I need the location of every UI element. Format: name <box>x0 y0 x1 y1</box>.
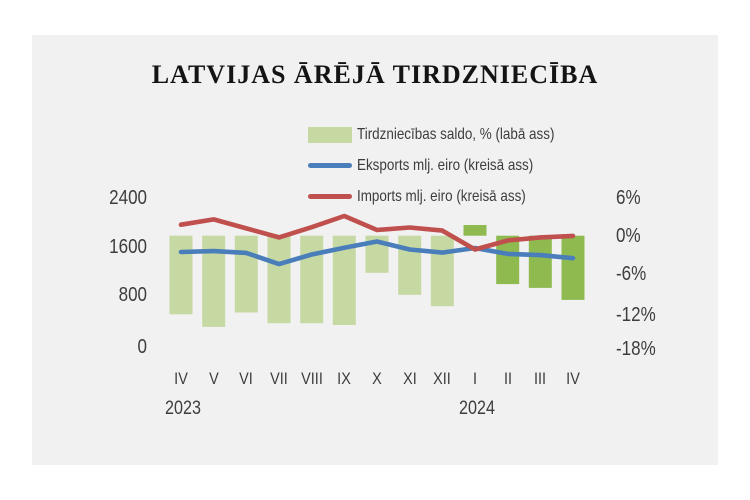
x-axis-month-label: VIII <box>300 369 323 388</box>
saldo-bar-I-2024 <box>463 225 487 236</box>
saldo-bar-VII-2023 <box>267 235 291 324</box>
saldo-bar-V-2023 <box>202 235 226 327</box>
legend-label-saldo: Tirdzniecības saldo, % (labā ass) <box>357 125 555 143</box>
left-axis-tick-0: 0 <box>137 336 147 358</box>
saldo-bar-VIII-2023 <box>300 235 324 324</box>
x-axis-month-label: XII <box>433 369 452 388</box>
saldo-bar-II-2024 <box>496 235 520 285</box>
year-label-2024: 2024 <box>459 398 495 419</box>
right-axis-tick-m12: -12% <box>616 304 656 326</box>
imports-line <box>178 213 576 252</box>
legend-line-swatch-imports-icon <box>308 194 352 199</box>
x-axis-month-label: II <box>503 369 512 388</box>
legend-label-imports: Imports mlj. eiro (kreisā ass) <box>357 187 526 205</box>
x-axis-month-label: VII <box>270 369 288 388</box>
x-axis-month-label: V <box>208 369 219 388</box>
eksports-line <box>178 239 576 267</box>
chart-legend: Tirdzniecības saldo, % (labā ass) Ekspor… <box>308 119 592 212</box>
legend-bar-swatch-icon <box>308 126 352 143</box>
x-axis-month-label: III <box>534 369 547 388</box>
x-axis-month-label: X <box>372 369 382 388</box>
saldo-bar-III-2024 <box>528 235 552 288</box>
left-axis-tick-2400: 2400 <box>109 187 147 209</box>
legend-item-imports: Imports mlj. eiro (kreisā ass) <box>308 181 592 212</box>
x-axis-month-label: VI <box>239 369 254 388</box>
x-axis-month-label: IV <box>174 369 188 388</box>
legend-item-eksports: Eksports mlj. eiro (kreisā ass) <box>308 150 592 181</box>
saldo-bar-IX-2023 <box>332 235 356 325</box>
saldo-bar-IV-2024 <box>561 235 585 300</box>
left-axis-tick-1600: 1600 <box>109 236 147 258</box>
legend-line-swatch-eksports-icon <box>308 163 352 168</box>
right-axis-tick-6: 6% <box>616 187 641 209</box>
legend-label-eksports: Eksports mlj. eiro (kreisā ass) <box>357 156 534 174</box>
saldo-bar-IV-2023 <box>169 235 193 315</box>
saldo-bar-XII-2023 <box>430 235 454 307</box>
x-axis-month-label: IV <box>566 369 580 388</box>
x-axis-month-label: XI <box>402 369 417 388</box>
left-axis-tick-800: 800 <box>118 284 147 306</box>
right-axis-tick-m18: -18% <box>616 338 656 360</box>
x-axis-month-label: I <box>472 369 478 388</box>
saldo-bar-XI-2023 <box>398 235 422 295</box>
saldo-bar-VI-2023 <box>234 235 258 313</box>
year-label-2023: 2023 <box>165 398 201 419</box>
right-axis-tick-0: 0% <box>616 225 641 247</box>
legend-item-saldo: Tirdzniecības saldo, % (labā ass) <box>308 119 592 150</box>
right-axis-tick-m6: -6% <box>616 263 647 285</box>
x-axis-month-label: IX <box>337 369 352 388</box>
chart-title: LATVIJAS ĀRĒJĀ TIRDZNIECĪBA <box>151 60 599 89</box>
